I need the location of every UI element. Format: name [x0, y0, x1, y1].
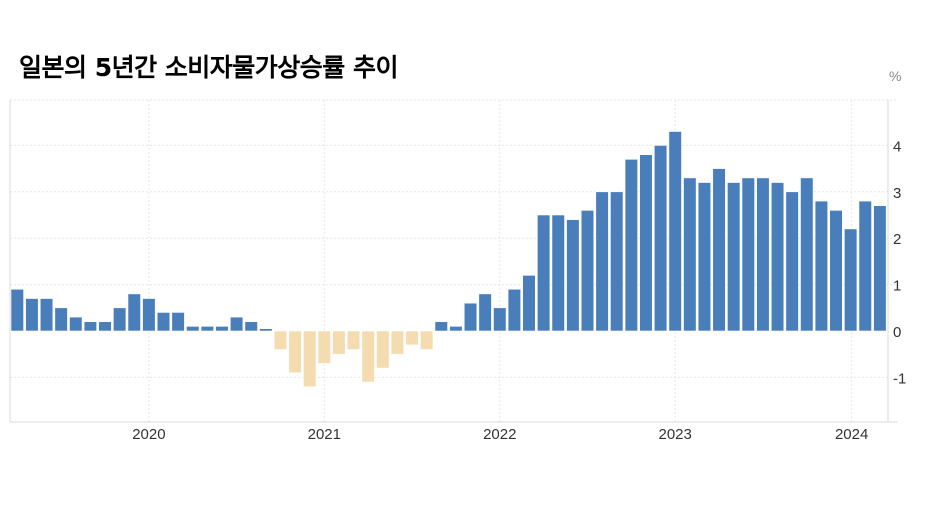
- bar: [507, 288, 521, 332]
- bar: [727, 182, 741, 332]
- bar: [785, 191, 799, 332]
- bar: [98, 321, 112, 332]
- bar: [230, 316, 244, 332]
- bar: [712, 168, 726, 332]
- bar: [770, 182, 785, 332]
- bar: [800, 177, 814, 332]
- x-tick-label: 2024: [835, 426, 868, 443]
- bar: [741, 177, 755, 332]
- bar: [303, 330, 317, 387]
- bar: [653, 145, 668, 332]
- bar: [873, 205, 887, 332]
- bar: [346, 330, 361, 350]
- bar: [697, 182, 712, 332]
- bar: [624, 159, 638, 332]
- bar: [83, 321, 97, 332]
- y-tick-label: 1: [893, 278, 901, 295]
- bar: [171, 312, 185, 332]
- y-tick-label: 0: [893, 324, 901, 341]
- axes: 4 3 2 1 0 -1 2020 2021 2022 2023 2024: [9, 100, 906, 443]
- bar: [463, 302, 478, 332]
- bar: [610, 191, 624, 332]
- bar: [551, 214, 565, 332]
- bar: [54, 307, 68, 332]
- bar: [522, 275, 536, 332]
- bar: [376, 330, 390, 369]
- y-tick-label: 2: [893, 231, 901, 248]
- bar: [273, 330, 288, 350]
- bar: [215, 326, 229, 332]
- bar: [829, 210, 843, 332]
- bar: [10, 288, 24, 332]
- y-tick-label: -1: [893, 370, 906, 387]
- bar: [288, 330, 302, 374]
- y-axis-unit: %: [889, 68, 902, 84]
- bar-series: [10, 131, 887, 387]
- bar: [317, 330, 331, 364]
- bar: [361, 330, 375, 383]
- x-tick-label: 2020: [132, 426, 165, 443]
- x-tick-label: 2023: [659, 426, 692, 443]
- bar: [668, 131, 682, 332]
- bar: [858, 200, 872, 332]
- bar: [39, 298, 54, 332]
- bar: [580, 210, 595, 332]
- bar: [332, 330, 346, 355]
- bar: [390, 330, 405, 355]
- bar: [259, 328, 273, 332]
- bar: [156, 312, 171, 332]
- bar: [127, 293, 141, 332]
- bar: [69, 316, 83, 332]
- bar: [844, 228, 858, 332]
- bar: [405, 330, 419, 346]
- bar: [814, 200, 828, 332]
- bar: [449, 326, 463, 332]
- bar: [756, 177, 770, 332]
- bar: [537, 214, 551, 332]
- bar: [142, 298, 156, 332]
- x-tick-label: 2021: [308, 426, 341, 443]
- bar: [420, 330, 434, 350]
- bar: [434, 321, 448, 332]
- bar: [595, 191, 609, 332]
- bar: [683, 177, 697, 332]
- y-tick-label: 3: [893, 185, 901, 202]
- bar: [200, 326, 214, 332]
- bar: [244, 321, 258, 332]
- bar: [566, 219, 580, 332]
- bar: [25, 298, 39, 332]
- bar: [639, 154, 653, 332]
- bar: [186, 326, 200, 332]
- bar: [493, 307, 507, 332]
- x-tick-label: 2022: [483, 426, 516, 443]
- chart-title: 일본의 5년간 소비자물가상승률 추이: [19, 53, 399, 82]
- bar: [478, 293, 492, 332]
- bar: [113, 307, 127, 332]
- y-tick-label: 4: [893, 138, 901, 155]
